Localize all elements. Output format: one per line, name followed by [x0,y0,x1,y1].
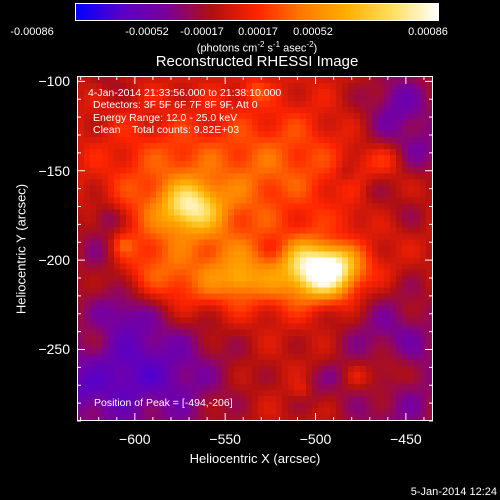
x-tick-label: −550 [209,431,241,447]
colorbar-tick-label: -0.00052 [125,26,169,38]
plot-title: Reconstructed RHESSI Image [155,53,359,70]
colorbar-tick-label: 0.00017 [238,26,278,38]
x-axis-label: Heliocentric X (arcsec) [189,451,321,466]
annotation-detectors: Detectors: 3F 5F 6F 7F 8F 9F, Att 0 [93,99,258,111]
footer-date: 5-Jan-2014 12:24 [410,486,497,498]
y-tick-label: −100 [38,73,70,90]
colorbar-units: (photons cm-2 s-1 asec-2) [196,40,318,55]
y-tick-label: −150 [38,162,70,179]
x-tick-label: −500 [299,431,332,447]
colorbar-tick-label: -0.00086 [10,26,54,38]
x-tick-label: −450 [390,431,422,447]
annotation-peak-position: Position of Peak = [-494,-206] [94,397,233,409]
annotation-clean: Clean Total counts: 9.82E+03 [93,124,240,136]
colorbar-tick-label: 0.00086 [408,26,448,38]
colorbar-tick-label: -0.00017 [180,26,224,38]
colorbar-tick-label: 0.00052 [293,26,333,38]
y-axis-label: Heliocentric Y (arcsec) [13,183,29,315]
y-tick-label: −250 [38,341,70,358]
x-tick-label: −600 [119,431,151,447]
plot-area [77,76,433,421]
y-tick-label: −200 [38,252,70,269]
annotation-energy: Energy Range: 12.0 - 25.0 keV [93,112,238,124]
colorbar [75,3,439,21]
rhessi-heatmap [78,77,432,420]
annotation-time-range: 4-Jan-2014 21:33:56.000 to 21:38:10.000 [88,87,282,99]
